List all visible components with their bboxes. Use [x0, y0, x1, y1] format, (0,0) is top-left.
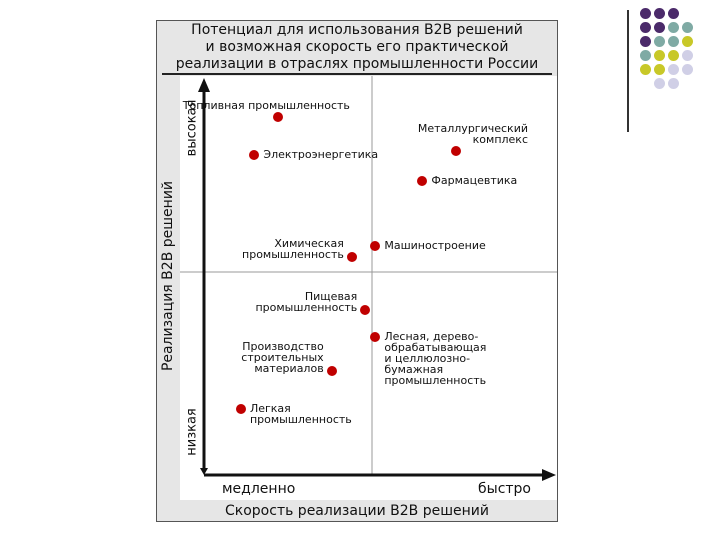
decorative-dot [640, 64, 651, 75]
decorative-dot [654, 36, 665, 47]
data-point [370, 332, 381, 342]
decorative-dot [668, 78, 679, 89]
x-tick-slow: медленно [222, 481, 296, 497]
data-point-label: Химическая промышленность [242, 237, 344, 262]
data-point-label: Топливная промышленность [182, 98, 350, 112]
axis-origin [200, 468, 208, 475]
decorative-dot [640, 50, 651, 61]
data-point-label: Металлургический комплекс [417, 121, 528, 146]
data-point [326, 366, 337, 377]
decorative-dot [682, 64, 693, 75]
data-point [346, 252, 357, 263]
data-point [417, 176, 428, 187]
data-point [249, 149, 260, 160]
decorative-dot [654, 8, 665, 19]
decorative-dot [640, 22, 651, 33]
decorative-dot [668, 8, 679, 19]
decorative-dot [682, 50, 693, 61]
decorative-dot [654, 78, 665, 89]
title-underline [162, 73, 552, 75]
data-point-label: Производство строительных материалов [241, 340, 324, 376]
decorative-dot [668, 22, 679, 33]
decorative-dot [654, 50, 665, 61]
data-point-label: Пищевая промышленность [255, 290, 358, 315]
chart-title: Потенциал для использования В2В решений … [160, 22, 554, 73]
decorative-dot [682, 22, 693, 33]
decorative-dot [668, 64, 679, 75]
data-point [370, 240, 381, 251]
decorative-dot [668, 50, 679, 61]
y-axis-arrowhead [198, 78, 210, 92]
x-axis-arrowhead [542, 469, 556, 481]
data-point-label: Машиностроение [384, 238, 486, 252]
x-axis-label: Скорость реализации В2В решений [225, 503, 489, 519]
data-point-label: Легкая промышленность [249, 402, 352, 427]
decorative-dot [668, 36, 679, 47]
decorative-dot [640, 36, 651, 47]
y-tick-low: низкая [184, 408, 200, 456]
x-tick-fast: быстро [478, 481, 531, 497]
data-point [360, 305, 371, 316]
data-point-label: Лесная, дерево- обрабатывающая и целлюло… [384, 330, 487, 387]
data-point [235, 404, 246, 415]
decorative-dot [654, 64, 665, 75]
data-point [272, 111, 283, 122]
chart-title-line-2: и возможная скорость его практической [205, 39, 509, 55]
chart-title-line-3: реализации в отраслях промышленности Рос… [175, 56, 539, 72]
decorative-dot [640, 8, 651, 19]
data-point [451, 145, 461, 156]
plot-area [180, 76, 557, 500]
decorative-dot [682, 36, 693, 47]
data-point-label: Электроэнергетика [263, 147, 379, 161]
chart-title-line-1: Потенциал для использования В2В решений [191, 22, 523, 38]
decorative-divider-line [627, 10, 629, 132]
decorative-dot [654, 22, 665, 33]
data-point-label: Фармацевтика [431, 174, 518, 188]
y-axis-label: Реализация В2В решений [160, 180, 176, 372]
